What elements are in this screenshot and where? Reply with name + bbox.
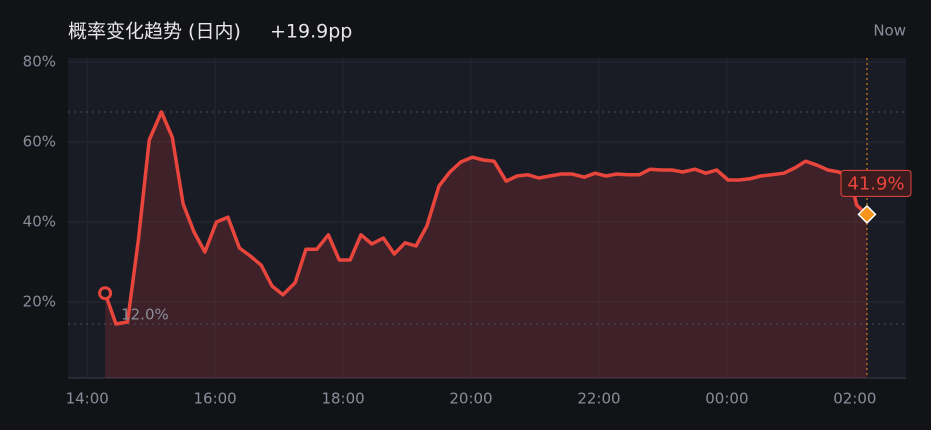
x-tick-label: 14:00: [66, 390, 109, 408]
change: +19.9pp: [270, 21, 352, 43]
x-tick-label: 22:00: [577, 390, 620, 408]
x-tick-label: 16:00: [194, 390, 237, 408]
annotation: 12.0%: [121, 306, 169, 324]
plot-area: [68, 58, 906, 378]
value-label: 41.9%: [847, 173, 904, 194]
y-tick-label: 40%: [23, 213, 56, 231]
y-tick-label: 80%: [23, 53, 56, 71]
x-tick-label: 20:00: [449, 390, 492, 408]
x-tick-label: 02:00: [833, 390, 876, 408]
value-label-box: [840, 169, 912, 197]
x-tick-label: 00:00: [705, 390, 748, 408]
area: [105, 112, 867, 378]
y-tick-label: 60%: [23, 133, 56, 151]
series-line: [103, 110, 869, 326]
now-marker: [857, 204, 877, 224]
start-marker: [98, 286, 113, 301]
x-tick-label: 18:00: [321, 390, 364, 408]
chart-title: 概率变化趋势 (日内): [68, 21, 241, 43]
y-tick-label: 20%: [23, 293, 56, 311]
now-label: Now: [873, 22, 906, 40]
